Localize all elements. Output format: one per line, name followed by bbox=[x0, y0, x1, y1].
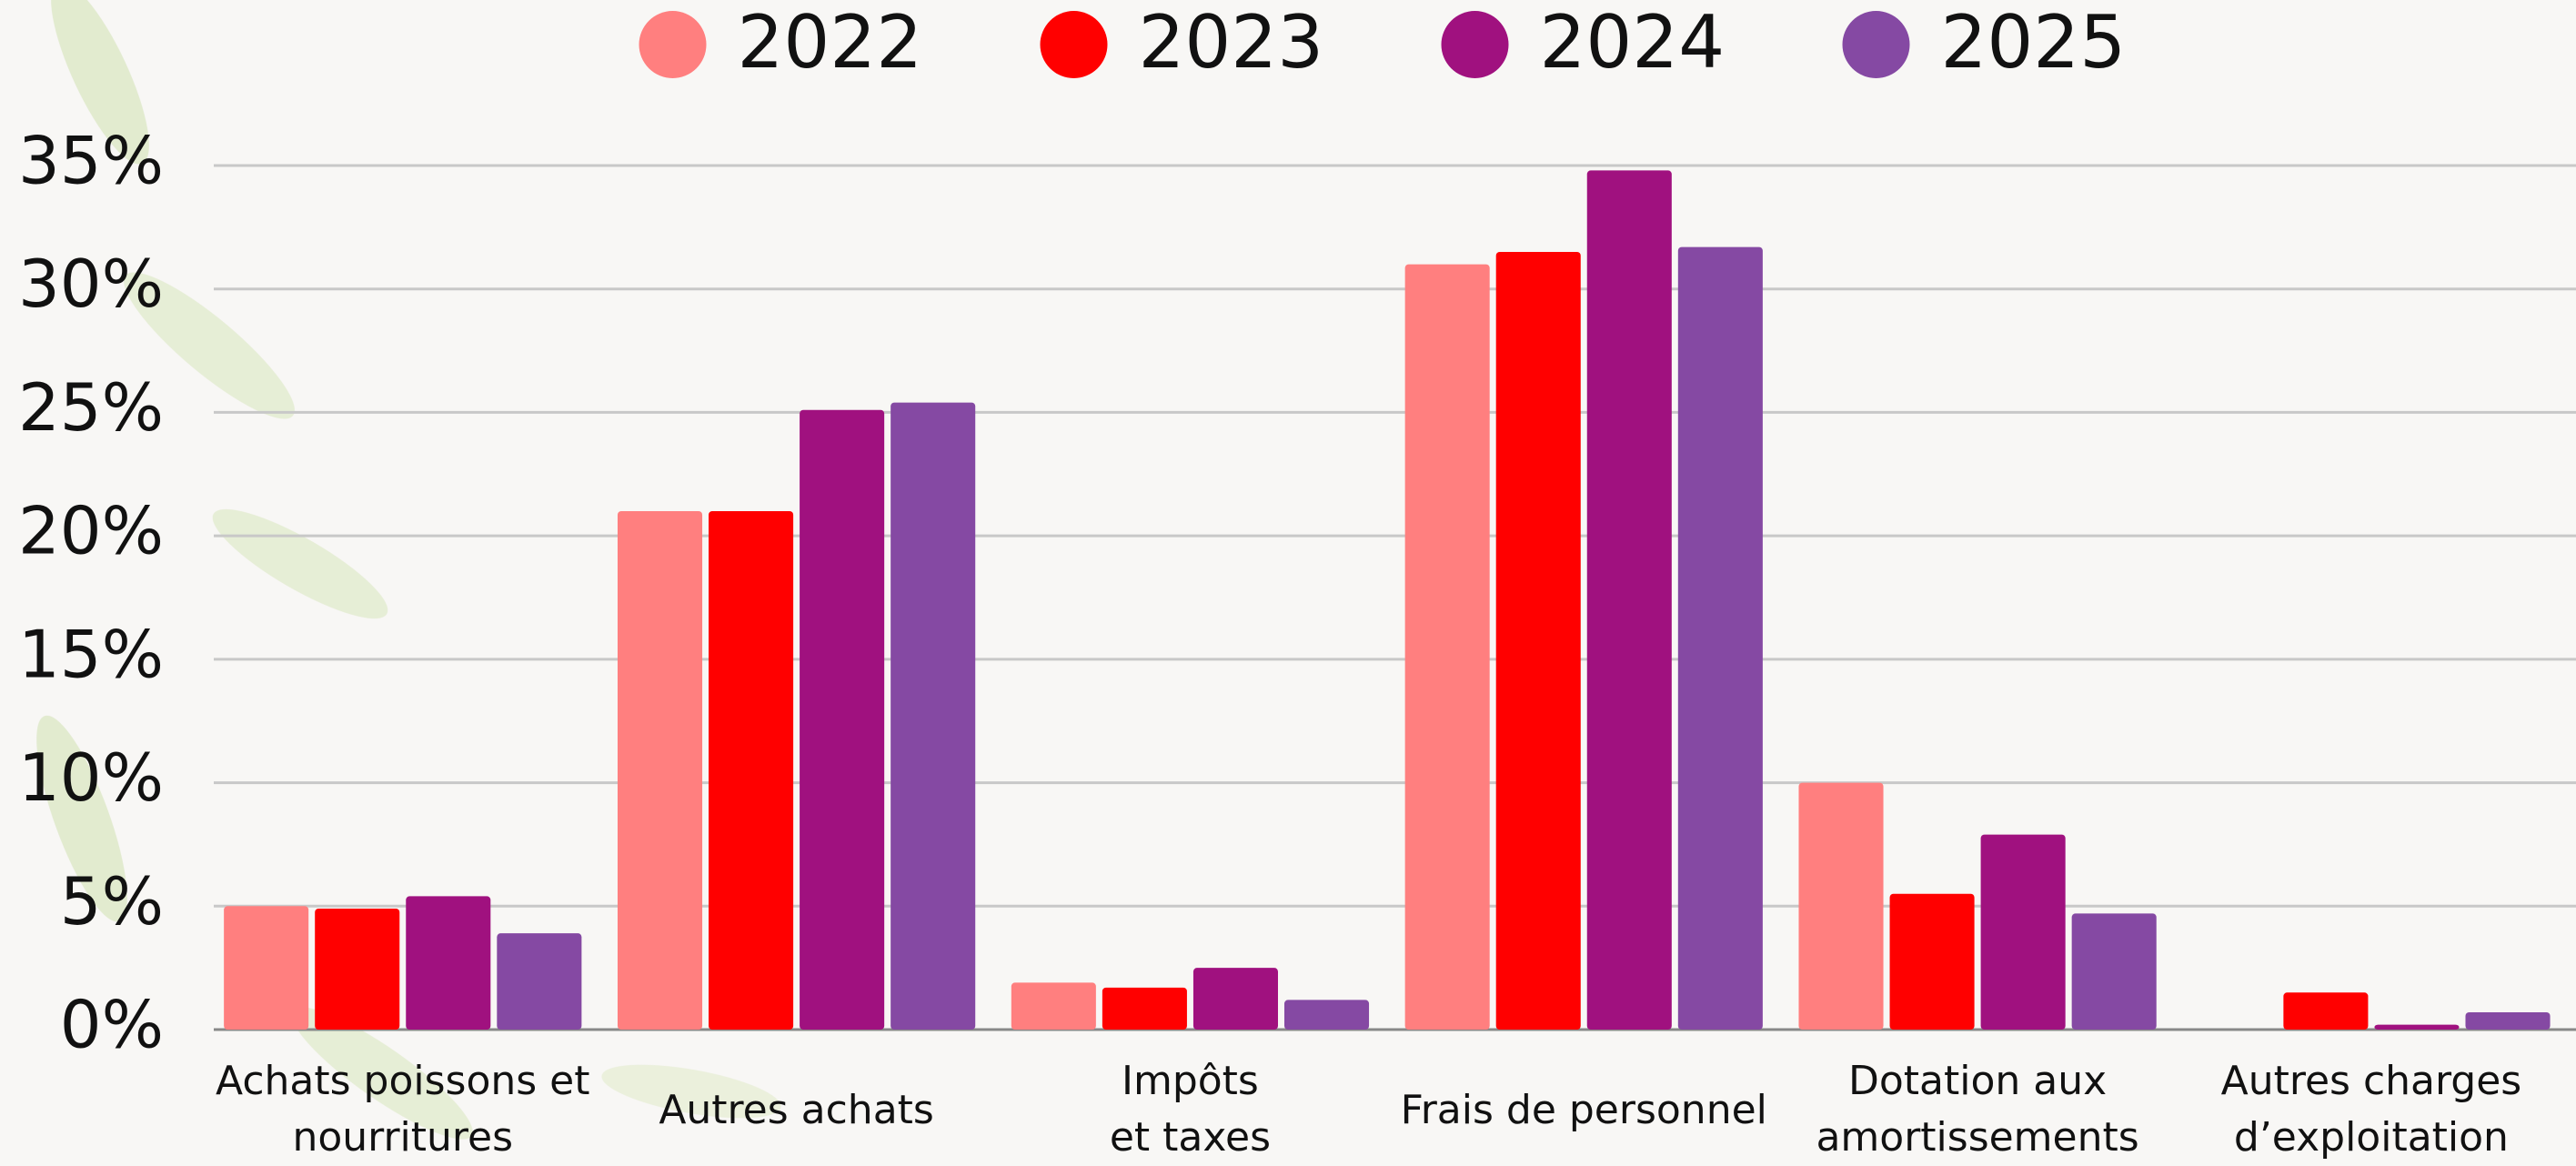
bar bbox=[1889, 893, 1975, 1030]
bar bbox=[1980, 834, 2066, 1030]
bar bbox=[709, 511, 794, 1030]
y-tick-label: 30% bbox=[18, 246, 164, 322]
bar bbox=[617, 511, 703, 1030]
y-tick-label: 25% bbox=[18, 369, 164, 446]
bar bbox=[2283, 992, 2369, 1030]
bar bbox=[406, 896, 491, 1030]
y-tick-label: 15% bbox=[18, 616, 164, 692]
y-tick-label: 35% bbox=[18, 123, 164, 199]
bar bbox=[1404, 264, 1490, 1030]
bar bbox=[315, 909, 400, 1030]
bar bbox=[1798, 782, 1884, 1030]
bar bbox=[1677, 246, 1763, 1030]
bar bbox=[1102, 987, 1187, 1030]
bar bbox=[2071, 913, 2157, 1030]
y-tick-label: 20% bbox=[18, 493, 164, 569]
bar bbox=[1192, 968, 1278, 1030]
bar bbox=[224, 906, 309, 1030]
bar bbox=[1495, 252, 1581, 1030]
bar bbox=[1011, 982, 1096, 1030]
x-tick-label: Impôts et taxes bbox=[1109, 1058, 1272, 1161]
x-tick-label: Autres achats bbox=[659, 1087, 934, 1133]
legend-label: 2024 bbox=[1540, 0, 1726, 85]
legend-swatch bbox=[1040, 11, 1108, 78]
legend-swatch bbox=[1441, 11, 1509, 78]
bar bbox=[1283, 1000, 1370, 1030]
legend-label: 2023 bbox=[1139, 0, 1324, 85]
bar bbox=[497, 933, 582, 1030]
legend-swatch bbox=[1842, 11, 1910, 78]
x-tick-label: Autres charges d’exploitation bbox=[2220, 1058, 2522, 1161]
x-tick-label: Dotation aux amortissements bbox=[1816, 1058, 2139, 1161]
bar bbox=[2374, 1024, 2460, 1030]
x-tick-label: Achats poissons et nourritures bbox=[216, 1058, 590, 1161]
legend-label: 2022 bbox=[738, 0, 923, 85]
legend-swatch bbox=[639, 11, 707, 78]
y-tick-label: 0% bbox=[60, 987, 164, 1063]
bar bbox=[891, 402, 976, 1030]
bar bbox=[800, 409, 885, 1030]
legend-label: 2025 bbox=[1941, 0, 2127, 85]
y-tick-label: 5% bbox=[60, 863, 164, 940]
bar bbox=[2465, 1012, 2551, 1030]
bar bbox=[1586, 170, 1672, 1030]
y-tick-label: 10% bbox=[18, 739, 164, 816]
x-tick-label: Frais de personnel bbox=[1400, 1087, 1767, 1133]
